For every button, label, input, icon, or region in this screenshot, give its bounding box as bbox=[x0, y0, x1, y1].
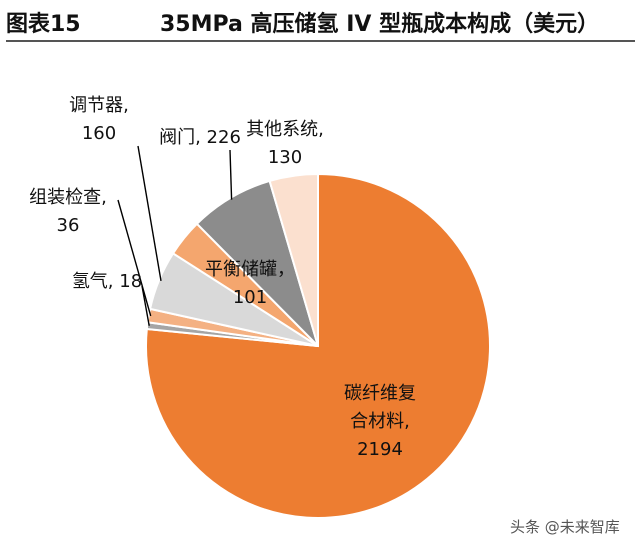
chart-title: 35MPa 高压储氢 IV 型瓶成本构成（美元） bbox=[160, 12, 600, 37]
slice-label-3: 组装检查, 36 bbox=[18, 184, 118, 240]
leader-line-3 bbox=[117, 199, 152, 317]
leader-line-6 bbox=[229, 149, 233, 200]
slice-label-line: 130 bbox=[267, 147, 303, 168]
slice-label-6: 阀门, 226 bbox=[150, 124, 250, 152]
slice-label-line: 阀门, 226 bbox=[159, 127, 241, 148]
slice-label-line: 其他系统, bbox=[246, 119, 324, 140]
slice-label-5: 平衡储罐， 101 bbox=[190, 256, 310, 312]
slice-label-line: 碳纤维复 bbox=[344, 383, 416, 404]
slice-label-line: 氢气, 18 bbox=[71, 271, 143, 292]
slice-label-line: 160 bbox=[81, 123, 117, 144]
figure-number: 图表15 bbox=[6, 12, 81, 37]
slice-label-line: 101 bbox=[232, 287, 268, 308]
slice-label-7: 其他系统, 130 bbox=[230, 116, 340, 172]
leader-line-4 bbox=[137, 145, 162, 282]
figure-header: 图表15 35MPa 高压储氢 IV 型瓶成本构成（美元） bbox=[0, 0, 641, 40]
slice-label-line: 组装检查, bbox=[29, 187, 107, 208]
slice-label-4: 调节器, 160 bbox=[54, 92, 144, 148]
leader-lines bbox=[117, 145, 233, 326]
slice-label-line: 调节器, bbox=[69, 95, 129, 116]
slice-label-2: 氢气, 18 bbox=[62, 268, 152, 296]
title-divider bbox=[6, 40, 635, 42]
slice-label-line: 36 bbox=[56, 215, 80, 236]
pie-slices bbox=[145, 172, 491, 519]
slice-label-1: 碳纤维复合材料, 2194 bbox=[320, 380, 440, 464]
slice-label-line: 合材料, bbox=[350, 411, 410, 432]
pie-slice-7 bbox=[268, 172, 319, 347]
leader-line-2 bbox=[141, 285, 150, 326]
slice-label-line: 平衡储罐， bbox=[205, 259, 295, 280]
watermark-text: 头条 @未来智库 bbox=[510, 518, 620, 536]
slice-label-line: 2194 bbox=[357, 439, 403, 460]
